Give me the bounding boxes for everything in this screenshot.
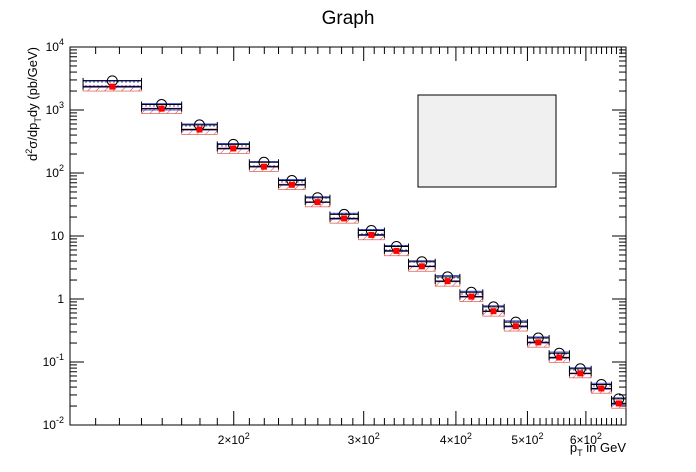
red-square-marker bbox=[598, 385, 605, 392]
legend-box[interactable] bbox=[417, 94, 557, 188]
red-square-marker bbox=[196, 126, 203, 133]
x-tick-label: 6×102 bbox=[570, 431, 602, 447]
y-tick-label: 102 bbox=[46, 163, 64, 180]
chart-title: Graph bbox=[322, 8, 375, 29]
data-series bbox=[82, 75, 627, 409]
x-tick-labels: 2×102 3×102 4×102 5×102 6×102 bbox=[218, 431, 602, 447]
red-square-marker bbox=[314, 199, 321, 206]
x-tick-label: 5×102 bbox=[511, 431, 543, 447]
y-tick-label: 1 bbox=[57, 292, 64, 306]
red-square-marker bbox=[444, 278, 451, 285]
x-tick-label: 3×102 bbox=[348, 431, 380, 447]
red-square-marker bbox=[615, 400, 622, 407]
red-square-marker bbox=[158, 105, 165, 112]
red-square-marker bbox=[288, 181, 295, 188]
x-tick-label: 2×102 bbox=[218, 431, 250, 447]
y-tick-label: 10 bbox=[51, 229, 65, 243]
red-square-marker bbox=[341, 215, 348, 222]
y-tick-label: 103 bbox=[46, 100, 64, 117]
axis-ticks bbox=[70, 46, 627, 426]
red-square-marker bbox=[556, 354, 563, 361]
red-square-marker bbox=[468, 293, 475, 300]
red-square-marker bbox=[230, 145, 237, 152]
x-tick-label: 4×102 bbox=[440, 431, 472, 447]
y-tick-label: 10-2 bbox=[43, 415, 64, 432]
red-square-marker bbox=[393, 247, 400, 254]
y-tick-labels: 10-2 10-1 1 10 102 103 104 bbox=[43, 37, 65, 432]
y-axis-label: d2σ/dpTdy (pb/GeV) bbox=[24, 47, 43, 161]
red-square-marker bbox=[260, 163, 267, 170]
red-square-marker bbox=[577, 370, 584, 377]
red-square-marker bbox=[512, 323, 519, 330]
red-square-marker bbox=[535, 339, 542, 346]
x-axis-label: pT in GeV bbox=[570, 440, 626, 458]
red-square-marker bbox=[490, 308, 497, 315]
y-tick-label: 10-1 bbox=[43, 352, 64, 369]
red-square-marker bbox=[418, 263, 425, 270]
y-tick-label: 104 bbox=[46, 37, 64, 54]
red-square-marker bbox=[368, 231, 375, 238]
red-square-marker bbox=[109, 83, 116, 90]
